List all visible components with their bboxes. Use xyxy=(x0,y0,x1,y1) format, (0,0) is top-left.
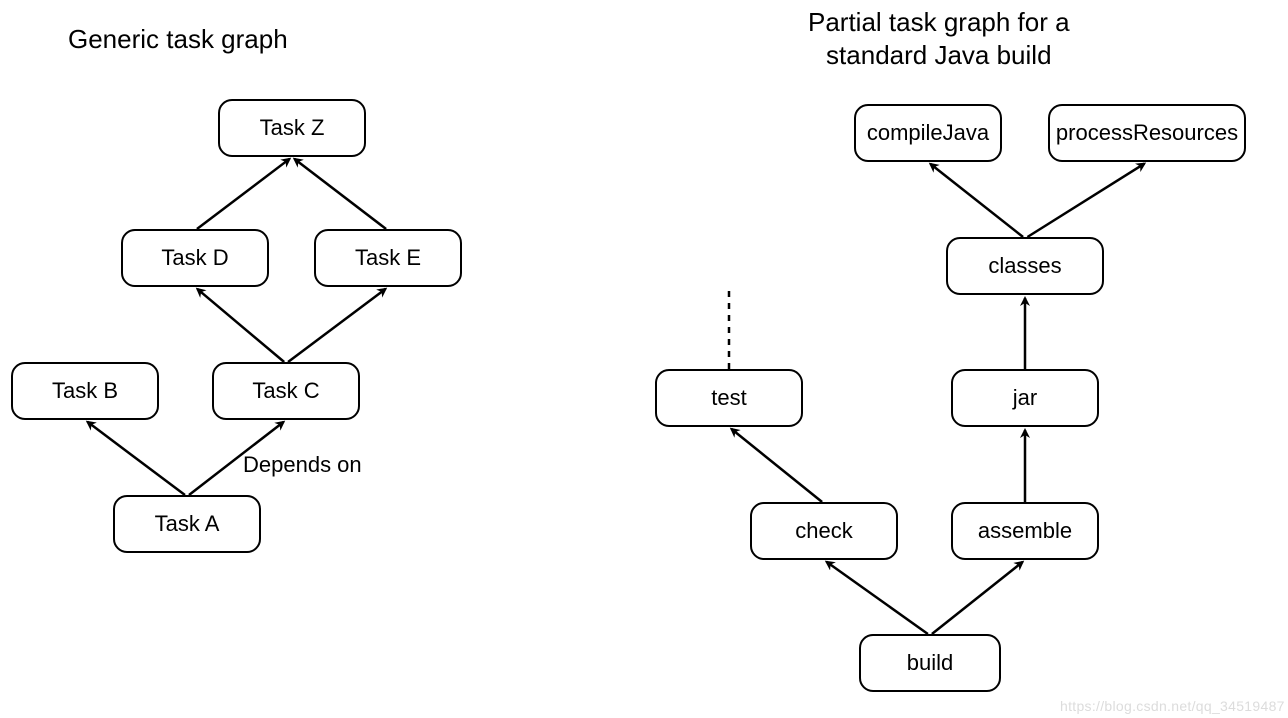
node-compile-java: compileJava xyxy=(854,104,1002,162)
node-build: build xyxy=(859,634,1001,692)
title-java-build-graph: Partial task graph for a standard Java b… xyxy=(808,6,1070,71)
node-label: Task E xyxy=(355,245,421,271)
node-label: jar xyxy=(1013,385,1037,411)
edge-arrow xyxy=(197,159,290,229)
node-task-c: Task C xyxy=(212,362,360,420)
edge-arrow xyxy=(930,164,1023,237)
node-process-resources: processResources xyxy=(1048,104,1246,162)
edge-label-depends-on: Depends on xyxy=(243,452,362,478)
node-label: Task B xyxy=(52,378,118,404)
node-label: Task A xyxy=(155,511,220,537)
node-label: Task D xyxy=(161,245,228,271)
node-label: compileJava xyxy=(867,120,989,146)
edge-arrow xyxy=(826,562,927,634)
edge-arrow xyxy=(197,289,284,362)
diagram-stage: Generic task graph Partial task graph fo… xyxy=(0,0,1288,718)
node-check: check xyxy=(750,502,898,560)
node-task-a: Task A xyxy=(113,495,261,553)
node-task-z: Task Z xyxy=(218,99,366,157)
title-generic-task-graph: Generic task graph xyxy=(68,23,288,56)
edge-arrow xyxy=(1027,164,1144,237)
node-assemble: assemble xyxy=(951,502,1099,560)
node-label: Task C xyxy=(252,378,319,404)
node-test: test xyxy=(655,369,803,427)
node-label: build xyxy=(907,650,953,676)
node-jar: jar xyxy=(951,369,1099,427)
node-label: classes xyxy=(988,253,1061,279)
node-label: assemble xyxy=(978,518,1072,544)
edge-arrow xyxy=(294,159,386,229)
node-label: Task Z xyxy=(260,115,325,141)
edge-arrow xyxy=(932,562,1023,634)
node-task-d: Task D xyxy=(121,229,269,287)
node-classes: classes xyxy=(946,237,1104,295)
edge-arrow xyxy=(731,429,822,502)
node-task-b: Task B xyxy=(11,362,159,420)
node-label: test xyxy=(711,385,746,411)
watermark-text: https://blog.csdn.net/qq_34519487 xyxy=(1060,698,1285,714)
node-label: check xyxy=(795,518,852,544)
edge-arrow xyxy=(87,422,185,495)
node-label: processResources xyxy=(1056,120,1238,146)
edge-arrow xyxy=(288,289,386,362)
node-task-e: Task E xyxy=(314,229,462,287)
